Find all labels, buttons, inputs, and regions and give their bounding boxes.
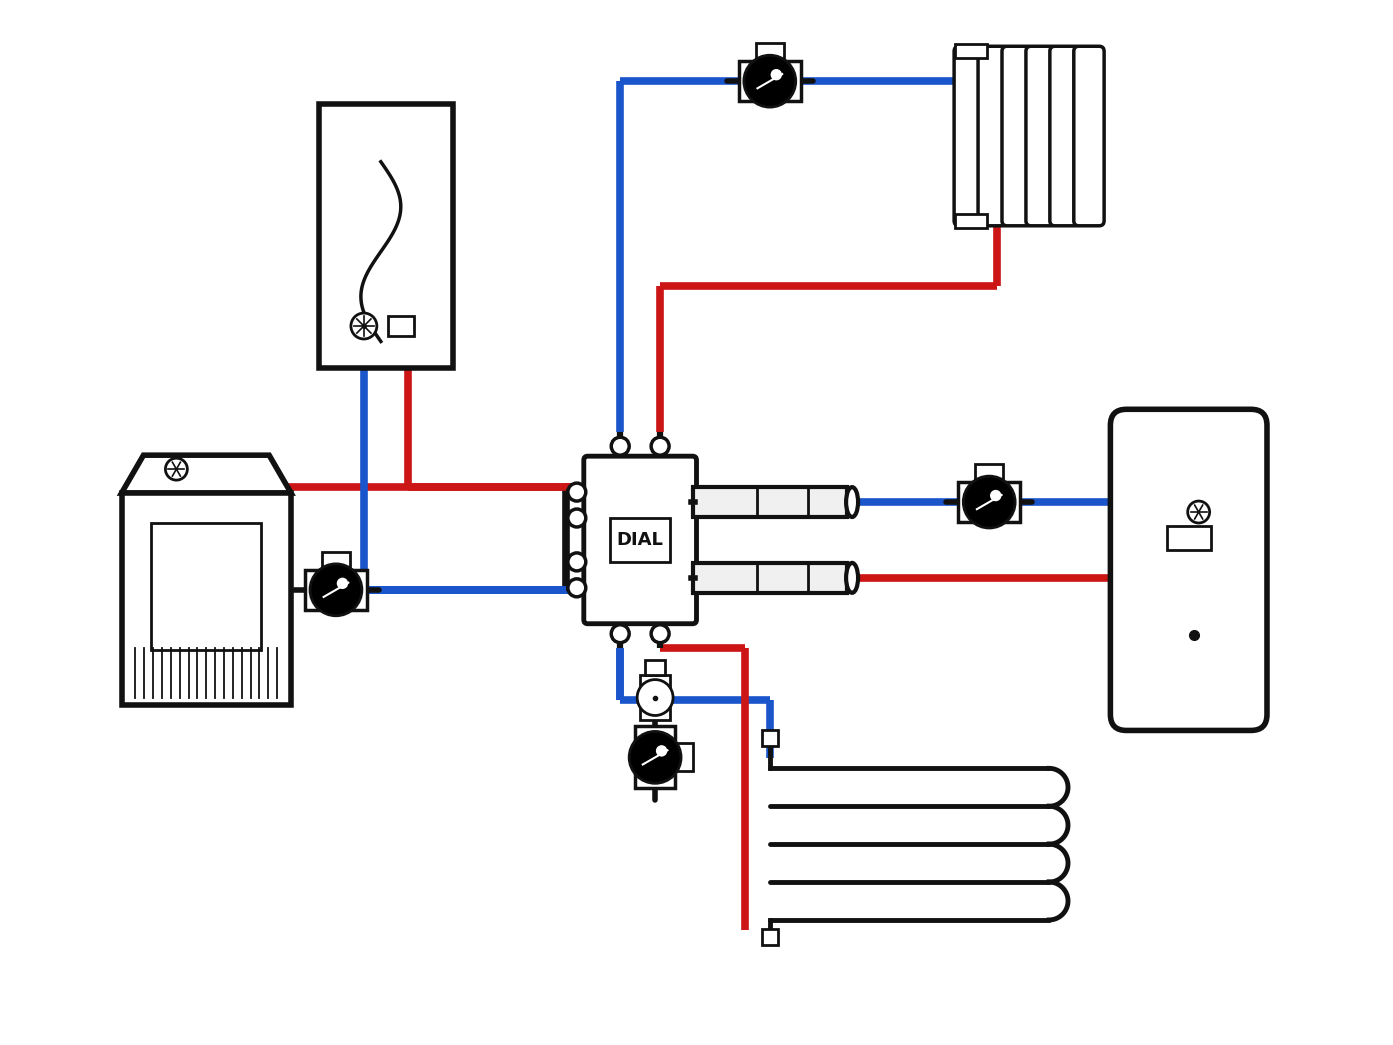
Circle shape [770, 69, 781, 80]
Bar [322, 552, 350, 570]
Bar [641, 675, 670, 720]
Circle shape [656, 745, 667, 757]
Bar [762, 730, 777, 746]
FancyBboxPatch shape [584, 457, 696, 624]
Text: DIAL: DIAL [617, 531, 663, 549]
Circle shape [1188, 501, 1209, 522]
Circle shape [651, 625, 669, 643]
Bar [1167, 526, 1211, 550]
FancyBboxPatch shape [1074, 46, 1105, 226]
Bar [762, 929, 777, 945]
Polygon shape [121, 456, 291, 493]
Circle shape [637, 679, 673, 716]
Bar [756, 43, 784, 62]
Circle shape [612, 437, 630, 456]
Circle shape [311, 564, 362, 616]
Bar [692, 487, 847, 517]
Circle shape [568, 483, 586, 501]
Circle shape [568, 509, 586, 527]
Circle shape [990, 490, 1002, 502]
Circle shape [651, 437, 669, 456]
FancyBboxPatch shape [1110, 410, 1268, 730]
Bar [645, 660, 664, 675]
FancyBboxPatch shape [1025, 46, 1056, 226]
Circle shape [568, 579, 586, 597]
Bar [635, 726, 676, 788]
Circle shape [337, 578, 348, 589]
Bar [305, 570, 366, 610]
Ellipse shape [846, 487, 858, 517]
Bar [676, 743, 692, 771]
Bar [121, 493, 291, 704]
FancyBboxPatch shape [978, 46, 1009, 226]
Bar [956, 214, 986, 228]
Circle shape [351, 314, 378, 339]
Circle shape [964, 477, 1015, 528]
Bar [152, 522, 262, 650]
Bar [692, 563, 847, 593]
Circle shape [744, 55, 795, 107]
Ellipse shape [846, 563, 858, 593]
Bar [387, 316, 414, 336]
Circle shape [166, 458, 187, 480]
Bar [975, 464, 1003, 482]
Bar [958, 482, 1020, 522]
Circle shape [568, 553, 586, 571]
FancyBboxPatch shape [1050, 46, 1080, 226]
Circle shape [612, 625, 630, 643]
Bar [738, 62, 801, 101]
Bar [956, 44, 986, 59]
Bar [610, 517, 670, 562]
Circle shape [630, 732, 681, 784]
FancyBboxPatch shape [1002, 46, 1032, 226]
Bar [319, 103, 453, 368]
FancyBboxPatch shape [954, 46, 985, 226]
